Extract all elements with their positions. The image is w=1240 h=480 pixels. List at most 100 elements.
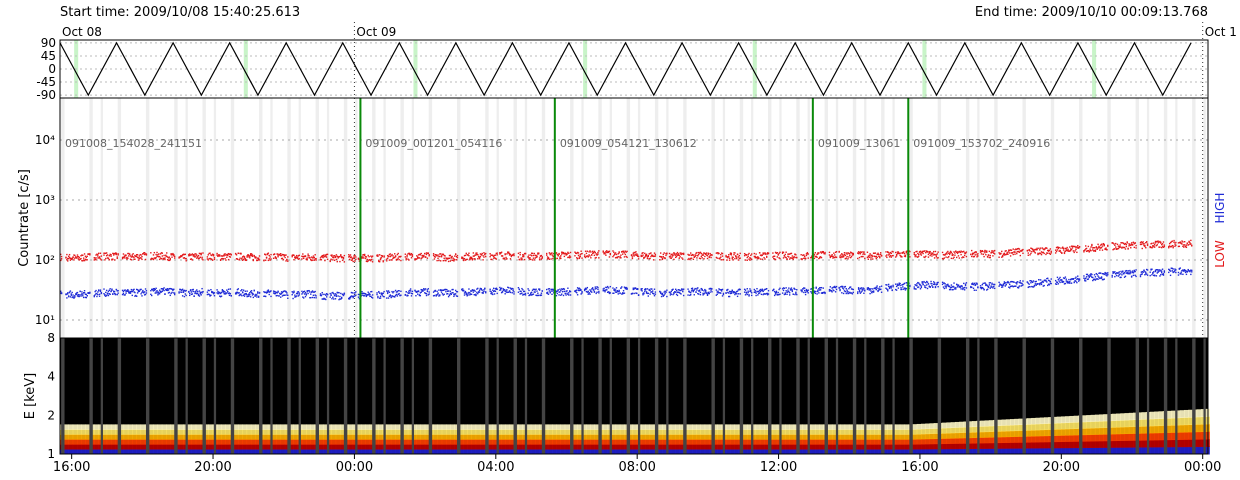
spectrogram-band-cell (216, 424, 222, 430)
high-point (849, 292, 852, 294)
spectrogram-band-cell (204, 449, 209, 455)
low-point (1099, 246, 1101, 248)
high-point (641, 288, 643, 290)
low-point (155, 253, 157, 256)
high-point (162, 289, 164, 291)
high-point (1059, 281, 1061, 284)
high-point (1163, 271, 1166, 273)
low-point (606, 250, 608, 252)
high-point (560, 289, 562, 292)
high-point (644, 290, 646, 292)
high-point (252, 296, 255, 299)
low-point (697, 254, 699, 257)
high-point (492, 287, 495, 290)
high-point (647, 292, 650, 295)
low-point (698, 252, 701, 254)
high-point (235, 291, 238, 294)
spectrogram-band-cell (136, 444, 142, 450)
low-point (447, 257, 449, 260)
high-point (852, 288, 855, 291)
high-point (237, 292, 240, 294)
high-point (484, 288, 486, 290)
low-point (474, 254, 476, 256)
low-point (333, 255, 335, 257)
attitude-tick-label: 0 (48, 62, 56, 76)
high-point (183, 295, 186, 298)
high-point (280, 293, 282, 295)
high-point (150, 289, 152, 292)
low-point (428, 254, 430, 256)
low-point (496, 252, 498, 254)
spectrogram-band-cell (106, 434, 112, 440)
high-point (606, 291, 609, 293)
low-point (613, 254, 615, 257)
high-point (80, 295, 82, 297)
low-point (814, 252, 817, 254)
high-point (492, 290, 495, 293)
low-point (734, 257, 736, 260)
low-point (182, 257, 185, 259)
low-point (1112, 248, 1114, 251)
spectrogram-band-cell (233, 424, 239, 430)
high-point (710, 287, 712, 290)
high-point (1117, 272, 1120, 274)
high-point (948, 288, 951, 291)
spectrogram-band-cell (161, 424, 167, 430)
high-point (1154, 269, 1157, 272)
low-point (773, 255, 776, 257)
high-point (263, 291, 265, 293)
high-point (921, 282, 923, 284)
low-point (1048, 252, 1051, 255)
high-point (189, 292, 191, 295)
low-point (408, 252, 410, 255)
high-point (848, 292, 850, 295)
low-point (640, 254, 642, 257)
low-point (786, 258, 788, 260)
spectrogram-band-cell (365, 424, 371, 430)
low-point (365, 256, 368, 258)
low-point (1145, 247, 1147, 249)
high-point (477, 287, 479, 290)
high-point (106, 293, 109, 295)
low-point (644, 252, 646, 255)
low-point (993, 250, 995, 252)
spectrogram-band-cell (327, 424, 332, 430)
low-point (959, 251, 961, 254)
low-point (390, 259, 392, 261)
low-point (417, 254, 420, 256)
high-point (731, 290, 733, 292)
high-point (531, 289, 534, 291)
spectrogram-band-cell (166, 434, 171, 440)
low-point (1140, 241, 1143, 243)
high-point (1145, 268, 1148, 271)
low-point (95, 254, 97, 256)
spectrogram-band-cell (284, 439, 290, 445)
spectrogram-band-cell (412, 444, 417, 450)
low-point (419, 254, 422, 256)
low-point (136, 256, 139, 259)
high-point (1063, 277, 1066, 280)
spectrogram-band-cell (335, 439, 341, 445)
low-point (124, 254, 126, 256)
high-point (1131, 271, 1134, 274)
low-point (324, 256, 326, 258)
spectrogram-band-cell (339, 434, 345, 440)
high-point (991, 283, 993, 286)
spectrogram-band-cell (424, 444, 430, 450)
low-point (659, 255, 661, 258)
high-point (901, 284, 903, 286)
low-point (651, 254, 653, 257)
low-point (264, 253, 266, 255)
high-point (806, 290, 809, 292)
low-point (1077, 247, 1080, 249)
high-point (180, 289, 182, 291)
high-point (697, 292, 699, 295)
low-point (860, 255, 862, 258)
low-point (602, 250, 604, 252)
high-point (866, 288, 869, 291)
high-point (735, 290, 738, 293)
high-point (778, 288, 780, 291)
high-point (985, 283, 987, 285)
low-point (73, 259, 75, 261)
high-point (872, 290, 875, 292)
